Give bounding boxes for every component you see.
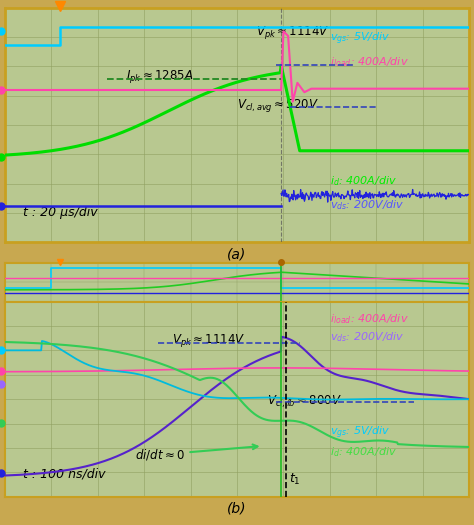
Text: $v_{gs}$: 5V/div: $v_{gs}$: 5V/div xyxy=(330,30,391,47)
Text: $v_{gs}$: 5V/div: $v_{gs}$: 5V/div xyxy=(330,424,391,440)
Text: $V_{pk}\approx1114V$: $V_{pk}\approx1114V$ xyxy=(255,24,329,41)
Text: $t_1$: $t_1$ xyxy=(289,472,301,487)
Text: t : 20 μs/div: t : 20 μs/div xyxy=(23,206,98,219)
Text: t : 100 ns/div: t : 100 ns/div xyxy=(23,467,106,480)
Text: (b): (b) xyxy=(227,502,247,516)
Text: (a): (a) xyxy=(228,247,246,261)
Text: $v_{ds}$: 200V/div: $v_{ds}$: 200V/div xyxy=(330,198,404,212)
Text: $V_{cl,avg}\approx520V$: $V_{cl,avg}\approx520V$ xyxy=(237,97,319,113)
Text: $i_{load}$: 400A/div: $i_{load}$: 400A/div xyxy=(330,312,409,326)
Text: $v_{ds}$: 200V/div: $v_{ds}$: 200V/div xyxy=(330,330,404,343)
Text: $di/dt\approx0$: $di/dt\approx0$ xyxy=(135,445,257,462)
Text: $i_d$: 400A/div: $i_d$: 400A/div xyxy=(330,174,397,188)
Text: $V_{pk}\approx1114V$: $V_{pk}\approx1114V$ xyxy=(172,332,246,349)
Text: $i_d$: 400A/div: $i_d$: 400A/div xyxy=(330,445,397,459)
Text: $V_{cl,fb}\approx800V$: $V_{cl,fb}\approx800V$ xyxy=(267,394,342,410)
Text: $i_{load}$: 400A/div: $i_{load}$: 400A/div xyxy=(330,55,409,69)
Text: $I_{pk}\approx1285A$: $I_{pk}\approx1285A$ xyxy=(126,68,193,86)
